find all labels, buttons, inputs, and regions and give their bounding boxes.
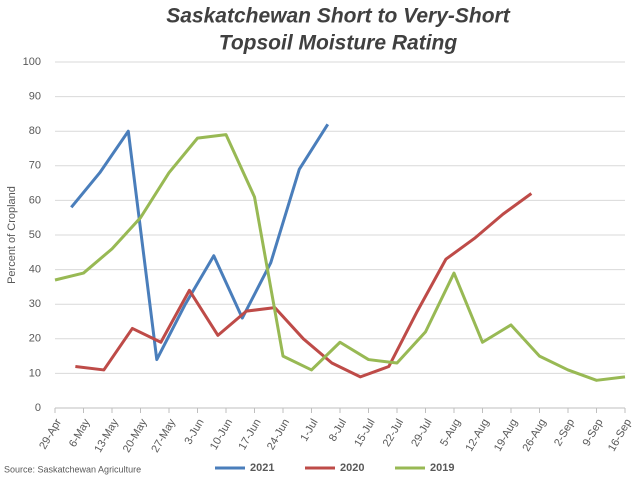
x-tick-label: 20-May (121, 417, 150, 455)
x-tick-label: 9-Sep (581, 417, 606, 448)
x-tick-label: 19-Aug (492, 417, 520, 454)
x-tick-label: 27-May (149, 417, 178, 455)
y-tick-label: 90 (29, 91, 41, 103)
y-axis-label: Percent of Cropland (6, 186, 18, 284)
x-tick-label: 6-May (67, 417, 93, 450)
y-tick-label: 70 (29, 160, 41, 172)
series-line (75, 192, 533, 379)
y-tick-label: 10 (29, 367, 41, 379)
x-tick-label: 16-Sep (606, 417, 634, 454)
x-tick-label: 17-Jun (236, 417, 263, 452)
x-tick-label: 12-Aug (463, 417, 491, 454)
y-tick-label: 0 (35, 402, 41, 414)
chart-title: Saskatchewan Short to Very-Short (166, 5, 510, 28)
x-tick-label: 26-Aug (520, 417, 548, 454)
x-tick-label: 1-Jul (298, 417, 320, 444)
x-tick-label: 13-May (92, 417, 121, 455)
y-tick-label: 50 (29, 229, 41, 241)
x-tick-label: 5-Aug (438, 417, 463, 448)
legend-label: 2020 (340, 462, 364, 474)
x-tick-label: 8-Jul (327, 417, 349, 444)
y-tick-label: 40 (29, 264, 41, 276)
x-tick-label: 24-Jun (265, 417, 292, 452)
series-line (54, 133, 626, 382)
y-tick-label: 80 (29, 125, 41, 137)
x-tick-label: 29-Apr (37, 417, 64, 452)
source: Source: Saskatchewan Agriculture (4, 464, 141, 474)
legend-label: 2021 (250, 462, 274, 474)
x-tick-label: 29-Jul (409, 417, 434, 449)
legend-label: 2019 (430, 462, 454, 474)
x-tick-label: 10-Jun (208, 417, 235, 452)
x-tick-label: 2-Sep (552, 417, 577, 448)
y-tick-label: 20 (29, 333, 41, 345)
y-tick-label: 100 (23, 56, 41, 68)
chart-title: Topsoil Moisture Rating (219, 32, 458, 55)
y-tick-label: 60 (29, 194, 41, 206)
x-tick-label: 15-Jul (352, 417, 377, 449)
x-tick-label: 3-Jun (182, 417, 206, 447)
y-tick-label: 30 (29, 298, 41, 310)
x-tick-label: 22-Jul (381, 417, 406, 449)
series-line (70, 123, 330, 362)
